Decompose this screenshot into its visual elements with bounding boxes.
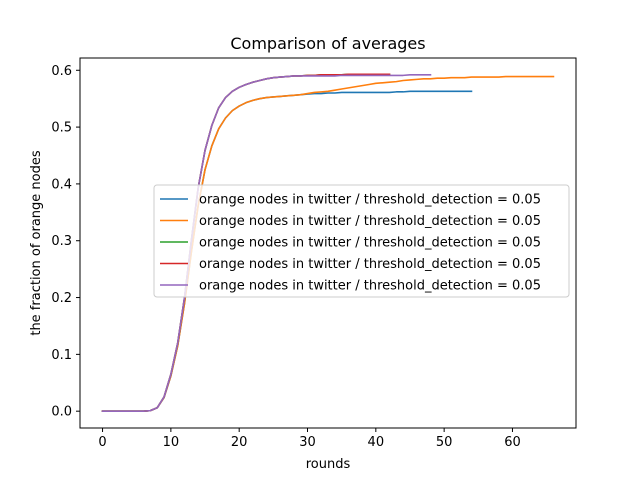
- y-axis-label: the fraction of orange nodes: [29, 150, 44, 336]
- y-tick-label: 0.4: [51, 177, 72, 192]
- legend-entry-1: orange nodes in twitter / threshold_dete…: [199, 193, 541, 208]
- series-layer: [101, 73, 555, 412]
- y-tick-label: 0.2: [51, 291, 72, 306]
- axes-frame: [79, 57, 577, 429]
- chart-title: Comparison of averages: [230, 34, 425, 53]
- y-tick-label: 0.5: [51, 121, 72, 136]
- legend-entry-4: orange nodes in twitter / threshold_dete…: [199, 257, 541, 272]
- legend-box: [153, 184, 570, 298]
- y-tick-label: 0.3: [51, 234, 72, 249]
- y-tick-label: 0.0: [51, 405, 72, 420]
- x-tick-label: 30: [299, 435, 316, 450]
- x-axis-label: rounds: [306, 457, 351, 472]
- y-tick-label: 0.6: [51, 64, 72, 79]
- y-tick-label: 0.1: [51, 348, 72, 363]
- x-tick-label: 50: [436, 435, 453, 450]
- x-tick-label: 20: [231, 435, 248, 450]
- legend-entry-3: orange nodes in twitter / threshold_dete…: [199, 236, 541, 251]
- x-tick-label: 40: [368, 435, 385, 450]
- legend-entry-5: orange nodes in twitter / threshold_dete…: [199, 279, 541, 294]
- y-axis: 0.0 0.1 0.2 0.3 0.4 0.5 0.6: [51, 64, 80, 420]
- legend-entry-2: orange nodes in twitter / threshold_dete…: [199, 214, 541, 229]
- x-tick-label: 10: [163, 435, 180, 450]
- x-axis: 0 10 20 30 40 50 60: [98, 428, 521, 450]
- x-tick-label: 60: [504, 435, 521, 450]
- series-line-5: [101, 74, 432, 412]
- legend: orange nodes in twitter / threshold_dete…: [153, 184, 570, 298]
- x-tick-label: 0: [98, 435, 106, 450]
